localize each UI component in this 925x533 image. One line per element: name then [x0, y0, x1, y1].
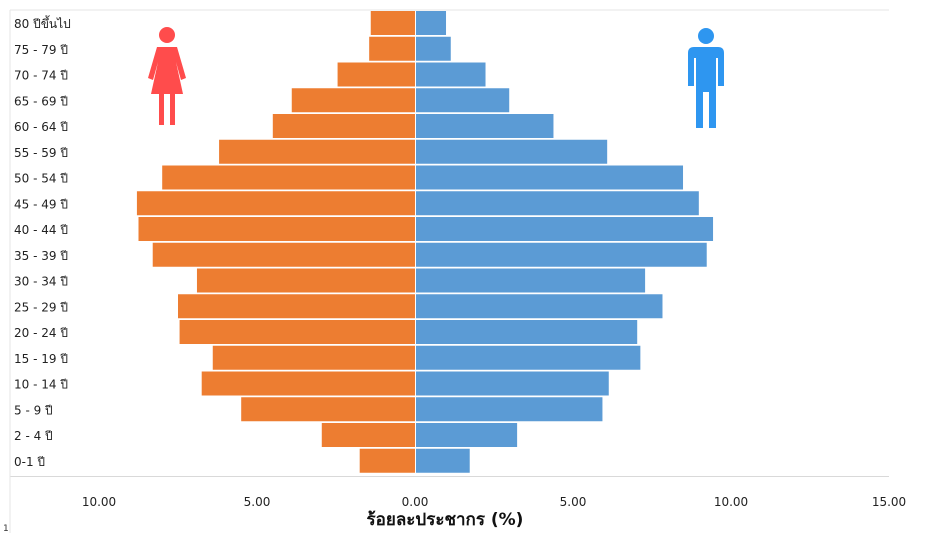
bar-right-7 [416, 191, 699, 216]
bar-right-12 [416, 320, 638, 344]
bar-right-11 [416, 294, 663, 319]
bar-left-13 [212, 345, 415, 370]
x-tick-label: 5.00 [244, 495, 271, 509]
category-label: 35 - 39 ปี [14, 249, 68, 263]
bar-left-16 [321, 423, 415, 447]
bar-left-1 [369, 36, 415, 61]
x-tick-label: 5.00 [560, 495, 587, 509]
bar-left-14 [201, 371, 415, 396]
category-label: 0-1 ปี [14, 455, 45, 469]
bar-right-6 [416, 165, 684, 190]
category-label: 15 - 19 ปี [14, 352, 68, 366]
bar-right-8 [416, 217, 714, 241]
bar-right-14 [416, 371, 609, 396]
category-label: 30 - 34 ปี [14, 275, 68, 289]
bar-left-12 [179, 320, 415, 344]
category-label: 50 - 54 ปี [14, 172, 68, 186]
category-label: 2 - 4 ปี [14, 429, 53, 443]
bars-group [136, 11, 714, 473]
axes-group [9, 9, 889, 533]
bar-right-4 [416, 114, 554, 138]
bar-left-7 [136, 191, 416, 216]
category-label: 65 - 69 ปี [14, 94, 68, 108]
bar-right-17 [416, 448, 470, 473]
category-label: 25 - 29 ปี [14, 300, 68, 314]
male-figure-icon [688, 28, 724, 128]
category-label: 45 - 49 ปี [14, 197, 68, 211]
bar-right-13 [416, 345, 641, 370]
bar-right-5 [416, 139, 608, 164]
bar-left-6 [162, 165, 415, 190]
x-tick-labels: 10.00 5.00 0.00 5.00 10.00 15.00 [82, 495, 906, 509]
footnote: 1 [3, 524, 9, 533]
bar-right-0 [416, 11, 447, 35]
category-labels: 80 ปีขึ้นไป 75 - 79 ปี 70 - 74 ปี 65 - 69 ป… [14, 15, 71, 469]
category-label: 55 - 59 ปี [14, 146, 68, 160]
x-tick-label: 15.00 [872, 495, 906, 509]
bar-left-15 [241, 397, 415, 422]
bar-right-9 [416, 242, 707, 267]
bar-left-11 [178, 294, 415, 319]
category-label: 70 - 74 ปี [14, 69, 68, 83]
bar-left-3 [291, 88, 415, 113]
bar-left-17 [359, 448, 415, 473]
bar-left-8 [138, 217, 415, 241]
bar-left-10 [196, 268, 415, 293]
category-label: 80 ปีขึ้นไป [14, 15, 71, 31]
bar-right-15 [416, 397, 603, 422]
x-tick-label: 10.00 [714, 495, 748, 509]
female-figure-icon [148, 27, 186, 125]
bar-left-2 [337, 62, 415, 87]
category-label: 40 - 44 ปี [14, 223, 68, 237]
bar-right-2 [416, 62, 486, 87]
category-label: 60 - 64 ปี [14, 120, 68, 134]
x-tick-label: 10.00 [82, 495, 116, 509]
bar-right-10 [416, 268, 646, 293]
x-axis-label: ร้อยละประชากร (%) [367, 510, 524, 530]
category-label: 10 - 14 ปี [14, 378, 68, 392]
bar-left-4 [272, 114, 415, 138]
category-label: 20 - 24 ปี [14, 326, 68, 340]
bar-right-16 [416, 423, 518, 447]
bar-left-0 [370, 11, 415, 35]
bar-right-1 [416, 36, 451, 61]
bar-right-3 [416, 88, 510, 113]
category-label: 75 - 79 ปี [14, 43, 68, 57]
x-tick-label: 0.00 [402, 495, 429, 509]
bar-left-9 [152, 242, 415, 267]
category-label: 5 - 9 ปี [14, 403, 53, 417]
bar-left-5 [219, 139, 415, 164]
